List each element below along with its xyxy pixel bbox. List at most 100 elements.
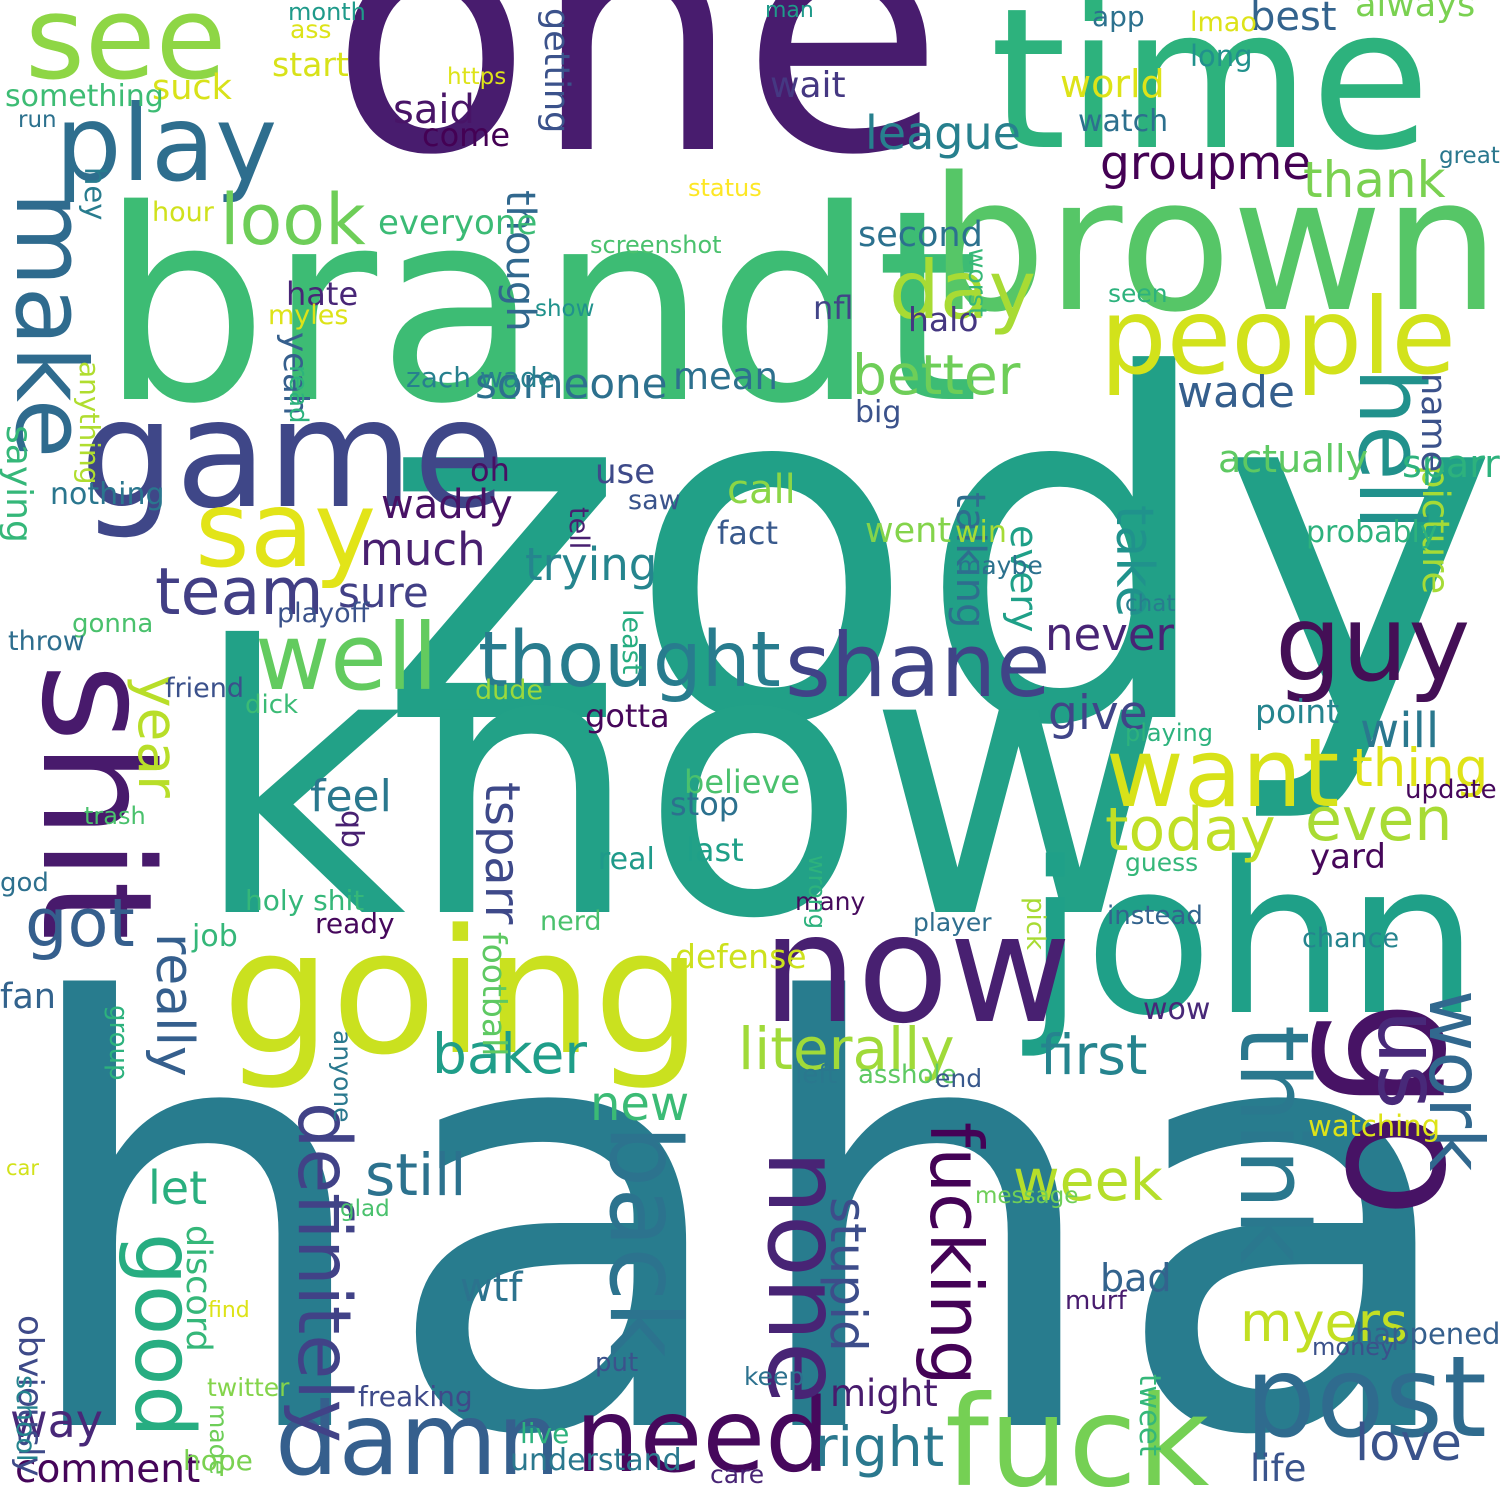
word-holy-shit: holy shit (245, 884, 365, 917)
word-chance: chance (1302, 923, 1400, 954)
word-much: much (360, 523, 486, 576)
word-well: well (255, 604, 438, 711)
word-happened: happened (1355, 1317, 1500, 1351)
word-update: update (1405, 775, 1497, 805)
word-pick: pick (1020, 897, 1050, 951)
word-man: man (765, 0, 814, 23)
word-feel: feel (310, 771, 392, 822)
word-need: need (575, 1377, 830, 1496)
word-hate: hate (286, 275, 359, 313)
word-thing: thing (1352, 738, 1489, 799)
word-even: even (1305, 785, 1453, 855)
word-fan: fan (0, 977, 56, 1017)
word-look: look (220, 179, 366, 261)
word-hour: hour (152, 197, 214, 228)
word-team: team (155, 555, 324, 630)
word-discord: discord (178, 1225, 218, 1352)
word-nerd: nerd (540, 906, 602, 937)
word-dude: dude (475, 675, 544, 706)
word-everyone: everyone (378, 203, 538, 243)
word-wow: wow (1143, 992, 1211, 1027)
word-might: might (830, 1372, 938, 1415)
word-groupme: groupme (1100, 136, 1312, 191)
word-sure: sure (338, 568, 429, 617)
word-god: god (0, 868, 49, 898)
word-say: say (195, 469, 377, 591)
word-left: left (795, 1060, 838, 1090)
word-waddy: waddy (381, 482, 513, 528)
word-halo: halo (908, 300, 979, 339)
word-way: way (10, 1394, 104, 1448)
word-dick: dick (245, 690, 299, 720)
word-day: day (889, 244, 1037, 337)
word-playing: playing (1125, 719, 1213, 747)
word-saw: saw (628, 485, 681, 516)
word-friend: friend (165, 673, 244, 704)
word-money: money (1312, 1333, 1395, 1361)
word-never: never (1045, 608, 1175, 661)
word-end: end (935, 1064, 983, 1093)
word-put: put (595, 1348, 639, 1378)
word-zody: zody (377, 277, 1500, 830)
word-big: big (855, 395, 902, 430)
word-time: time (990, 0, 1431, 193)
word-stupid: stupid (819, 1197, 877, 1352)
word-believe: believe (684, 763, 801, 801)
word-freaking: freaking (358, 1380, 473, 1413)
word-right: right (815, 1415, 945, 1479)
word-watching: watching (1308, 1109, 1441, 1143)
word-new: new (590, 1076, 690, 1132)
word-playoff: playoff (277, 598, 370, 629)
word-better: better (852, 343, 1021, 407)
word-understand: understand (510, 1443, 682, 1478)
word-throw: throw (8, 626, 85, 657)
word-worst: worst (963, 248, 992, 317)
word-wtf: wtf (460, 1265, 523, 1311)
word-back: back (587, 1125, 701, 1358)
word-see: see (25, 0, 227, 106)
word-nothing: nothing (50, 477, 165, 512)
word-chat: chat (1125, 591, 1176, 617)
word-car: car (6, 1156, 40, 1180)
word-instead: instead (1107, 901, 1203, 931)
word-job: job (192, 919, 238, 954)
word-lmao: lmao (1190, 7, 1257, 38)
word-league: league (865, 106, 1021, 160)
word-sparr: sparr (1402, 442, 1500, 486)
word-thank: thank (1303, 151, 1446, 209)
word-stop: stop (670, 785, 740, 823)
word-always: always (1355, 0, 1476, 25)
word-week: week (1013, 1148, 1163, 1214)
word-live: live (520, 1417, 570, 1450)
word-still: still (365, 1141, 467, 1209)
word-love: love (1355, 1414, 1462, 1473)
word-mean: mean (673, 355, 778, 398)
word-keep: keep (744, 1362, 805, 1391)
word-nfl: nfl (813, 289, 854, 327)
word-world: world (1060, 62, 1165, 106)
word-let: let (148, 1161, 208, 1215)
word-oh: oh (470, 451, 510, 489)
word-comment: comment (15, 1447, 201, 1492)
word-asshole: asshole (858, 1060, 957, 1090)
word-watch: watch (1078, 104, 1169, 139)
word-app: app (1092, 0, 1145, 33)
word-fuck: fuck (945, 1370, 1210, 1500)
word-shane: shane (785, 614, 1051, 717)
word-https: https (447, 64, 507, 90)
word-post: post (1245, 1333, 1487, 1463)
word-message: message (975, 1183, 1079, 1209)
word-least: least (616, 609, 647, 675)
word-last: last (686, 831, 744, 869)
word-maybe: maybe (957, 551, 1043, 580)
word-going: going (222, 892, 703, 1093)
word-fucking: fucking (914, 1122, 998, 1386)
word-point: point (1255, 692, 1340, 731)
word-fact: fact (717, 514, 779, 552)
word-now: now (762, 883, 1072, 1057)
word-went: went (865, 511, 952, 551)
word-really: really (144, 933, 204, 1077)
word-damn: damn (275, 1381, 561, 1498)
word-got: got (25, 884, 135, 962)
